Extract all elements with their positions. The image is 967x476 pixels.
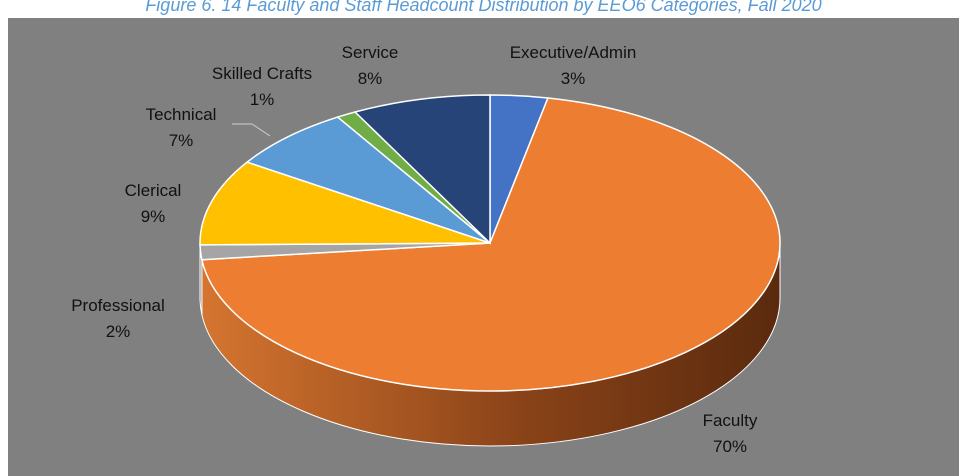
label-pct-executive-admin: 3% [561,69,586,88]
label-technical: Technical 7% [146,105,217,150]
label-pct-technical: 7% [169,131,194,150]
label-name-skilled-crafts: Skilled Crafts [212,64,312,83]
label-pct-skilled-crafts: 1% [250,90,275,109]
leader-line-technical [232,123,271,137]
label-executive-admin: Executive/Admin 3% [510,43,637,88]
label-service: Service 8% [342,43,399,88]
label-skilled-crafts: Skilled Crafts 1% [212,64,312,109]
pie-slice-faculty [200,97,781,392]
pie-slice-service [353,94,491,245]
pie-slices [199,94,781,392]
pie-slice-clerical [199,161,491,246]
label-clerical: Clerical 9% [125,181,182,226]
label-pct-faculty: 70% [713,437,747,456]
label-professional: Professional 2% [71,296,165,341]
label-faculty: Faculty 70% [703,411,758,456]
figure-title: Figure 6. 14 Faculty and Staff Headcount… [145,0,822,15]
label-name-technical: Technical [146,105,217,124]
label-name-professional: Professional [71,296,165,315]
data-labels: Executive/Admin 3% Faculty 70% Professional 2… [71,43,758,456]
label-pct-service: 8% [358,69,383,88]
pie-slice-technical [245,116,491,244]
label-name-faculty: Faculty [703,411,758,430]
leader-lines [232,123,271,137]
label-pct-professional: 2% [106,322,131,341]
label-name-clerical: Clerical [125,181,182,200]
label-name-executive-admin: Executive/Admin [510,43,637,62]
label-name-service: Service [342,43,399,62]
label-pct-clerical: 9% [141,207,166,226]
